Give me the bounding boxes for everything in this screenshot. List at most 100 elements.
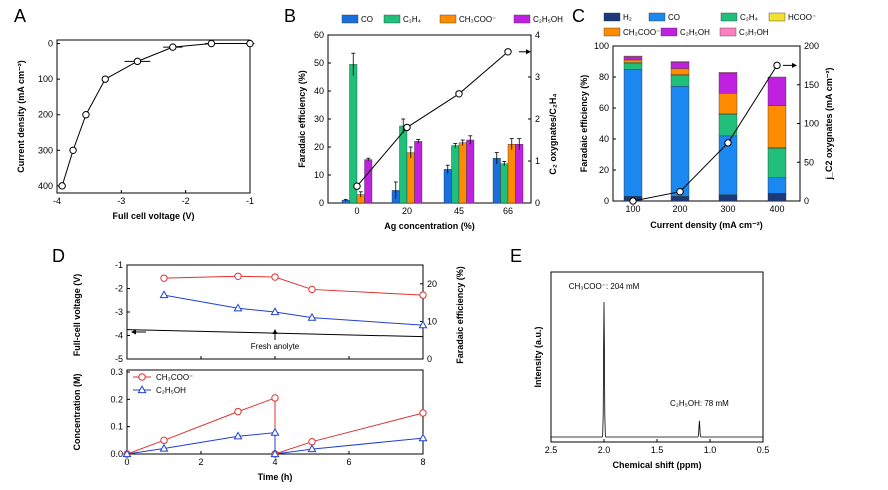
stacked-bar-segment <box>767 148 787 178</box>
panel-label: B <box>284 6 296 26</box>
x-axis-tick-label: -4 <box>53 196 61 206</box>
ratio-point <box>455 90 463 98</box>
y2-axis-tick-label: 50 <box>804 157 814 167</box>
y-axis-tick-label: 40 <box>599 134 609 144</box>
legend-label: C₂H₅OH <box>156 386 186 395</box>
x-axis-tick-label: -2 <box>182 196 190 206</box>
legend-swatch <box>660 27 678 37</box>
concentration-point <box>160 436 168 445</box>
y2-axis-tick-label: 1 <box>535 156 540 166</box>
y-axis-tick-label: 20 <box>314 142 324 152</box>
stacked-bar-segment <box>623 62 643 70</box>
top-series-point <box>234 272 242 280</box>
legend-swatch <box>603 12 621 22</box>
y-axis-tick-label: 10 <box>314 170 324 180</box>
y-axis-tick-label: 200 <box>38 110 53 120</box>
concentration-point <box>233 431 243 440</box>
y-axis-label: Faradaic efficiency (%) <box>579 75 589 173</box>
x-axis-tick-label: 100 <box>625 204 640 214</box>
y-axis-tick-label: 0 <box>604 196 609 206</box>
bar <box>443 169 452 204</box>
top-series-point <box>307 312 317 321</box>
annotation-arrow-head <box>272 329 278 334</box>
top-series-point <box>270 307 280 316</box>
legend-label: H₂ <box>623 13 632 22</box>
y2-axis-tick-label: 150 <box>804 80 819 90</box>
y-axis-tick-label: 100 <box>38 74 53 84</box>
y-axis-tick-label: 60 <box>599 103 609 113</box>
y2-axis-tick-label: 0 <box>535 198 540 208</box>
data-line <box>61 43 250 187</box>
y-axis-label: Faradaic efficiency (%) <box>297 70 307 168</box>
concentration-point <box>271 394 279 402</box>
y2-axis-tick-label: 0 <box>804 196 809 206</box>
y2-axis-tick-label: 2 <box>535 114 540 124</box>
stacked-bar-segment <box>623 69 643 197</box>
x-axis-tick-label: 1.0 <box>704 445 717 455</box>
top-y2-axis-label: Faradaic efficiency (%) <box>455 266 465 364</box>
panel-e: E 2.5 2.0 1.5 1.0 0.5 Chemical shift (ppm) Inte… <box>510 246 769 470</box>
top-y2-axis-tick-label: 10 <box>427 316 437 326</box>
bottom-x-axis-tick-label: 6 <box>346 457 351 467</box>
axis-arrow-head <box>526 49 531 55</box>
x-axis-tick-label: 1.5 <box>651 445 664 455</box>
legend-label: CH₃COO⁻ <box>156 373 193 382</box>
y-axis-tick-label: 60 <box>314 30 324 40</box>
panel-b: B 0 20 45 66 0 10 20 30 40 50 60 0 1 2 3 4 Ag concentrati… <box>284 6 563 231</box>
bar <box>364 159 373 204</box>
bar <box>399 125 408 204</box>
legend-label: CH₃COO⁻ <box>623 28 660 37</box>
concentration-point <box>122 449 132 458</box>
bottom-y-axis-tick-label: 0.3 <box>110 367 123 377</box>
bottom-x-axis-tick-label: 4 <box>272 457 277 467</box>
y2-axis-tick-label: 3 <box>535 72 540 82</box>
ratio-point <box>403 123 411 132</box>
concentration-line <box>274 412 424 455</box>
y2-axis-label: C₂ oxygnates/C₂H₄ <box>548 93 558 174</box>
bar <box>466 139 475 204</box>
legend-swatch <box>720 12 738 22</box>
bottom-y-axis-tick-label: 0.0 <box>110 449 123 459</box>
y2-axis-tick-label: 4 <box>535 30 540 40</box>
panel-label: E <box>510 246 522 266</box>
bottom-x-axis-tick-label: 8 <box>420 457 425 467</box>
bar <box>507 143 516 204</box>
top-series-point <box>159 290 169 299</box>
y2-axis-tick-label: 200 <box>804 41 819 51</box>
y-axis-tick-label: 20 <box>599 165 609 175</box>
concentration-point <box>159 443 169 452</box>
data-point <box>58 182 66 190</box>
panel-label: A <box>14 6 26 26</box>
legend-marker <box>137 385 147 394</box>
x-axis-tick-label: -1 <box>246 196 254 206</box>
top-y2-axis-tick-label: 0 <box>427 354 432 364</box>
stacked-bar-segment <box>718 72 738 94</box>
top-y-axis-tick-label: -4 <box>115 331 123 341</box>
x-axis-tick-label: 0.5 <box>757 445 770 455</box>
panel-c: C 100 200 300 400 0 20 40 60 80 100 0 50 100 150 200 Cur… <box>572 6 834 230</box>
stacked-bar-segment <box>767 77 787 106</box>
panel-label: D <box>52 246 65 266</box>
nmr-spectrum <box>551 301 763 438</box>
legend-label: C₂H₅OH <box>680 28 710 37</box>
stacked-bar-segment <box>670 86 690 197</box>
legend-label: C₂H₄ <box>740 13 758 22</box>
axis-arrow-head <box>792 62 797 68</box>
top-series-point <box>308 285 316 294</box>
top-series-point <box>160 274 168 282</box>
ratio-point <box>504 48 512 56</box>
data-point <box>246 39 254 48</box>
y-axis-tick-label: 100 <box>594 41 609 51</box>
x-axis-tick-label: 45 <box>454 206 464 216</box>
stacked-bar-segment <box>623 55 643 58</box>
bar <box>492 157 501 204</box>
concentration-line <box>126 432 276 455</box>
legend-label: C₂H₅OH <box>533 15 563 24</box>
legend-swatch <box>603 27 621 37</box>
y-axis-tick-label: 30 <box>314 114 324 124</box>
concentration-point <box>270 427 280 436</box>
stacked-bar-segment <box>767 177 787 194</box>
y-axis-tick-label: 0 <box>48 39 53 49</box>
legend-swatch <box>383 14 401 24</box>
